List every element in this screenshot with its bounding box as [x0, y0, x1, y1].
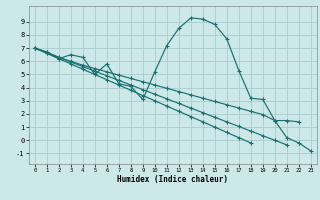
X-axis label: Humidex (Indice chaleur): Humidex (Indice chaleur) — [117, 175, 228, 184]
